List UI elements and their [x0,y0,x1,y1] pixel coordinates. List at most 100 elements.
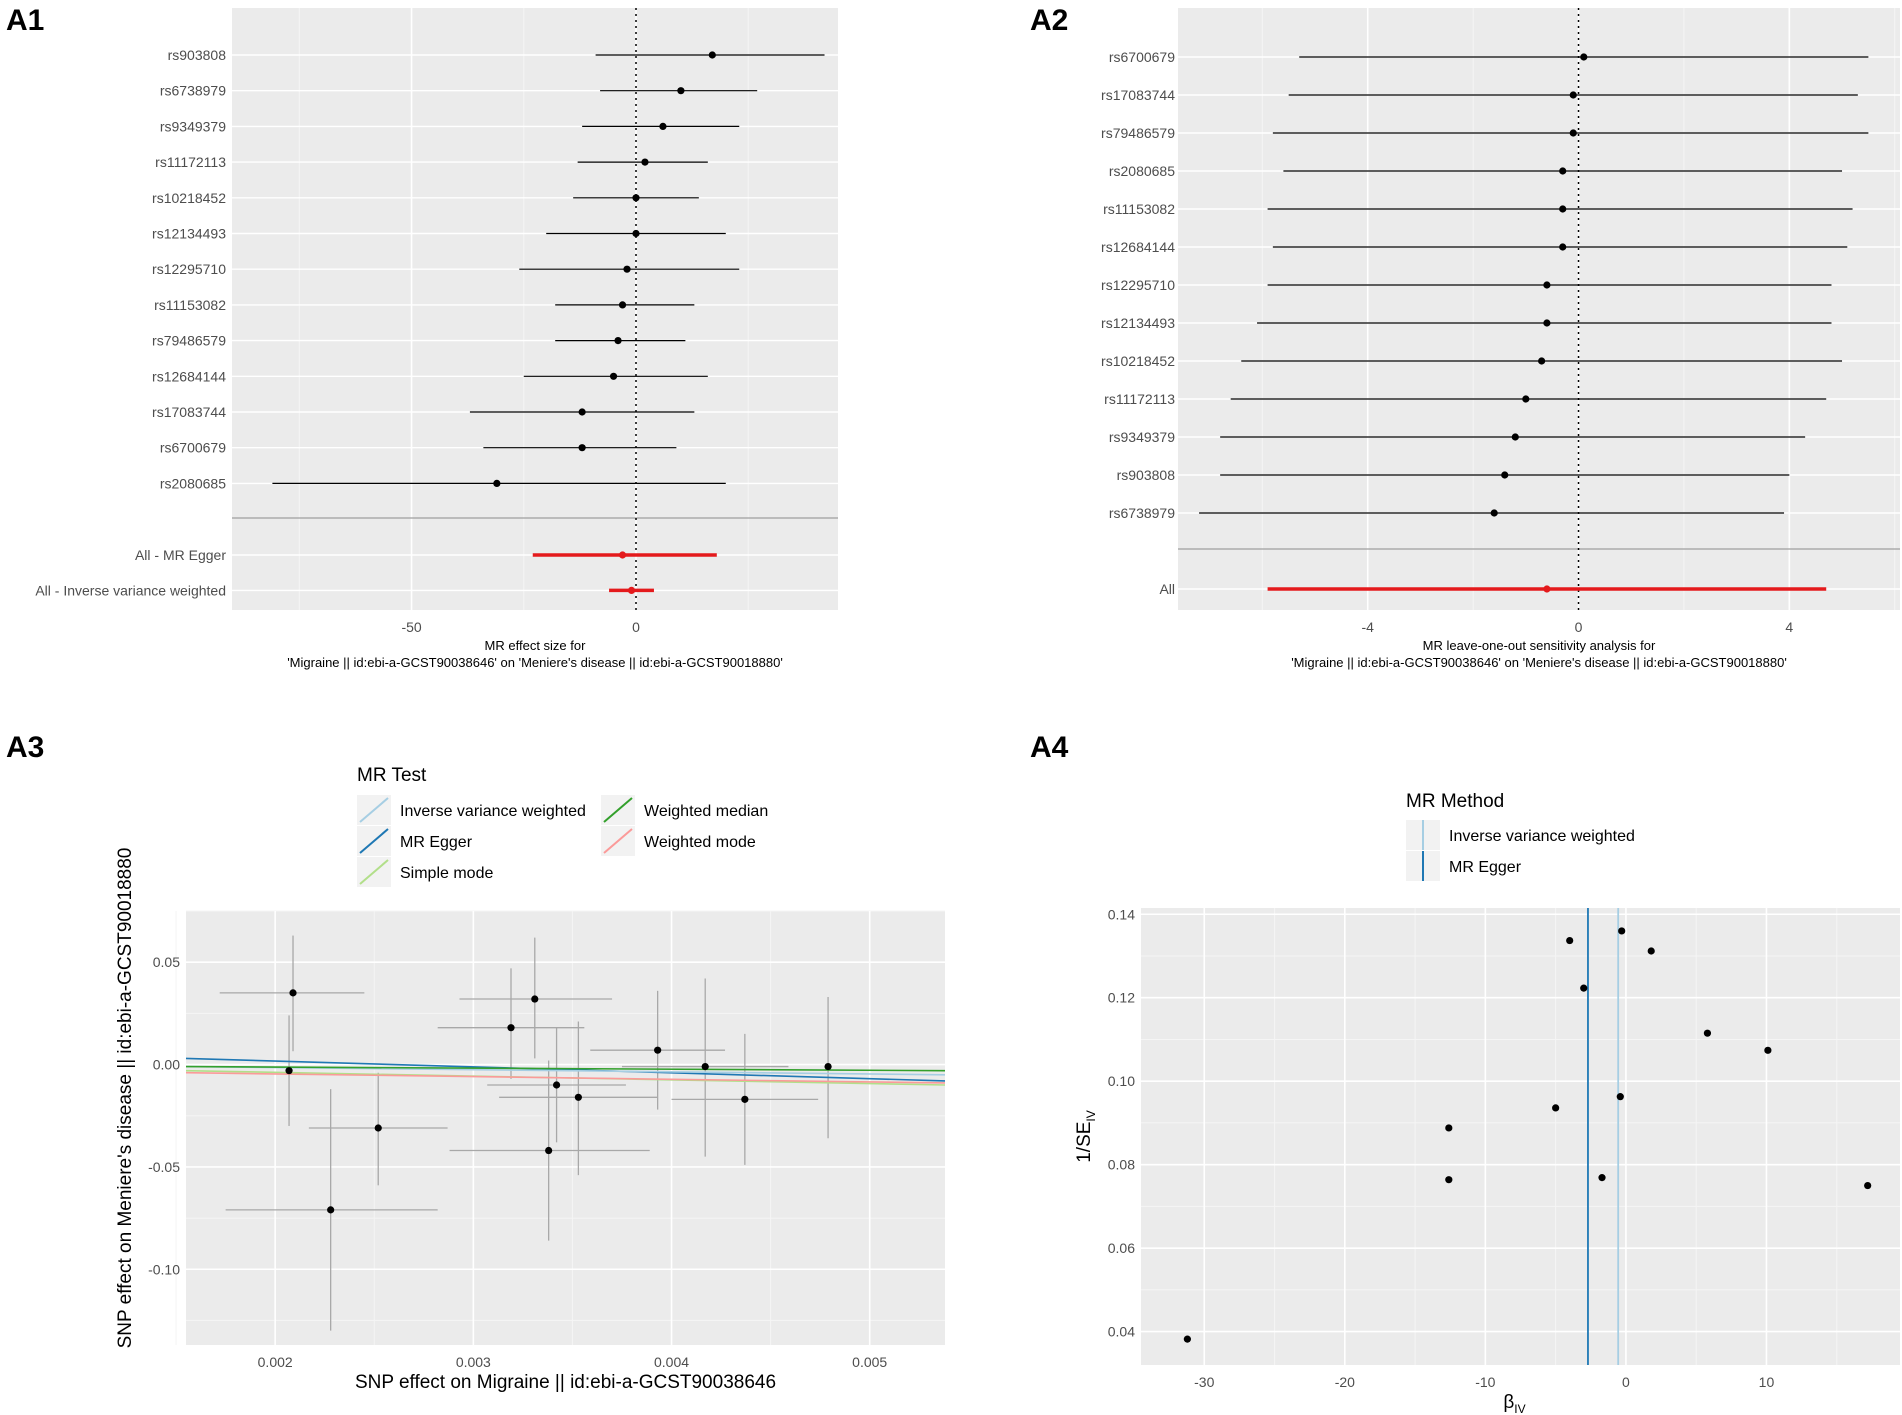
snp-label: rs903808 [1117,467,1176,483]
legend-label: Weighted mode [644,834,756,851]
x-axis-title: βIV [1503,1392,1525,1415]
legend-key-line [359,859,389,885]
legend-label: Inverse variance weighted [1449,828,1635,845]
snp-label: rs79486579 [152,333,226,349]
snp-label: rs10218452 [152,190,226,206]
overall-estimate-point [1543,585,1551,593]
snp-label: rs11153082 [154,297,226,313]
snp-estimate-point [609,372,618,380]
y-axis-title-main: 1/SE [1074,1122,1095,1163]
snp-estimate-point [708,51,716,59]
data-point [741,1095,749,1103]
snp-estimate-point [1559,205,1567,213]
snp-estimate-point [632,194,640,202]
snp-label: rs12134493 [152,226,226,242]
overall-estimate-point [618,551,627,559]
data-point [574,1093,582,1101]
snp-label: rs6738979 [1109,505,1175,521]
y-tick-label: 0.06 [1108,1240,1135,1256]
overall-label: All - MR Egger [135,547,226,563]
snp-label: rs11172113 [1104,391,1175,407]
y-axis-title: SNP effect on Meniere's disease || id:eb… [115,848,136,1349]
x-tick-label: -20 [1335,1374,1355,1390]
snp-estimate-point [659,122,667,130]
snp-label: rs12295710 [152,261,226,277]
snp-label: rs12684144 [152,368,226,384]
x-axis-title: MR leave-one-out sensitivity analysis fo… [1423,638,1656,653]
plot-panel [1178,8,1900,610]
snp-estimate-point [614,337,622,345]
y-tick-label: 0.14 [1108,906,1135,922]
legend-key-line [359,828,389,854]
y-tick-label: 0.04 [1108,1324,1135,1340]
snp-estimate-point [632,229,640,238]
panel-a4-funnel-plot: -30 -20 -10 0 100.140.120.100.080.060.04βIV1… [1074,791,1900,1415]
y-tick-label: 0.12 [1108,990,1135,1006]
snp-label: rs12684144 [1101,239,1175,255]
panel-a3-scatter-plot: 0.002 0.003 0.004 0.005 0.05 0.00 -0.05 -0.10 SN… [115,765,946,1393]
x-tick-label: -10 [1475,1374,1495,1390]
snp-label: rs6700679 [160,440,226,456]
data-point [824,1062,832,1071]
legend-key-line [359,797,389,823]
x-axis-title-line2: 'Migraine || id:ebi-a-GCST90038646' on '… [1291,655,1787,670]
snp-estimate-point [1501,471,1509,479]
y-axis-title: 1/SEIV [1074,1110,1098,1163]
y-axis-title-subscript: IV [1084,1110,1098,1121]
regression-line [185,1065,946,1072]
snp-label: rs11172113 [155,154,226,170]
x-tick-label: 0.002 [258,1354,293,1370]
x-tick-label: 0 [632,619,640,635]
x-tick-label: 0 [1575,619,1583,635]
x-tick-label: 10 [1759,1374,1775,1390]
data-point [701,1062,709,1071]
snp-label: rs2080685 [1109,163,1175,179]
snp-estimate-point [677,87,685,95]
x-axis-title: MR effect size for [485,638,587,653]
data-point [327,1206,335,1214]
x-tick-label: 0 [1622,1374,1630,1390]
snp-label: rs9349379 [160,118,226,134]
x-axis-title-line2: 'Migraine || id:ebi-a-GCST90038646' on '… [287,655,783,670]
x-tick-label: 4 [1785,619,1793,635]
legend-label: Inverse variance weighted [400,803,586,820]
snp-estimate-point [1490,509,1498,517]
data-point [289,989,297,997]
legend-label: MR Egger [1449,859,1522,876]
x-tick-label: 0.004 [654,1354,689,1370]
panel-label-a1: A1 [6,4,44,37]
panel-a1-forest-plot: rs903808 rs6738979 rs9349379 rs11172113 rs10… [35,8,838,670]
panel-a2-leave-one-out-plot: rs6700679 rs17083744 rs79486579 rs2080685 rs… [1101,8,1900,670]
data-point [1445,1124,1453,1132]
snp-estimate-point [493,479,501,487]
snp-estimate-point [623,265,631,273]
legend-key-line [603,797,633,823]
legend-label: Simple mode [400,865,493,882]
overall-estimate-point [627,586,636,595]
snp-estimate-point [1522,395,1530,403]
snp-estimate-point [1543,281,1551,289]
snp-label: rs10218452 [1101,353,1175,369]
data-point [1864,1181,1872,1190]
legend-title: MR Test [357,765,427,786]
y-tick-label: 0.00 [153,1057,180,1073]
snp-estimate-point [1569,91,1577,99]
snp-estimate-point [1559,167,1567,175]
data-point [1183,1335,1191,1343]
x-axis-title-main: β [1503,1392,1514,1413]
regression-line [185,1057,946,1082]
snp-label: rs2080685 [160,475,226,491]
x-tick-label: -30 [1194,1374,1214,1390]
snp-label: rs6700679 [1109,49,1175,65]
data-point [285,1067,293,1075]
y-tick-label: 0.05 [153,954,180,970]
snp-label: rs17083744 [152,404,226,420]
snp-label: rs12134493 [1101,315,1175,331]
snp-estimate-point [1511,433,1519,441]
snp-label: rs17083744 [1101,87,1175,103]
snp-label: rs6738979 [160,83,226,99]
snp-estimate-point [1580,53,1588,61]
snp-label: rs12295710 [1101,277,1175,293]
snp-estimate-point [618,301,627,309]
data-point [1580,984,1588,992]
